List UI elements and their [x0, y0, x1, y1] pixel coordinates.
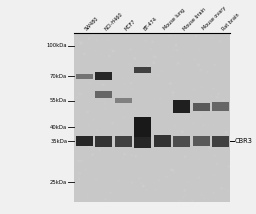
- Circle shape: [225, 131, 227, 133]
- Text: Rat brain: Rat brain: [221, 12, 240, 31]
- Circle shape: [195, 35, 197, 36]
- Circle shape: [112, 123, 113, 124]
- Bar: [115, 136, 132, 147]
- Circle shape: [153, 56, 155, 58]
- Text: Mouse lung: Mouse lung: [162, 8, 186, 31]
- Circle shape: [208, 147, 211, 149]
- Text: BT-474: BT-474: [143, 16, 158, 31]
- Circle shape: [88, 38, 90, 39]
- Circle shape: [212, 37, 213, 38]
- Text: 25kDa: 25kDa: [50, 180, 67, 184]
- Circle shape: [135, 156, 136, 157]
- Bar: [76, 74, 93, 79]
- Text: 35kDa: 35kDa: [50, 139, 67, 144]
- Circle shape: [92, 154, 94, 156]
- Circle shape: [181, 131, 184, 133]
- Circle shape: [184, 190, 186, 191]
- Circle shape: [197, 64, 200, 66]
- Text: CBR3: CBR3: [235, 138, 253, 144]
- Text: 100kDa: 100kDa: [47, 43, 67, 48]
- Text: MCF7: MCF7: [123, 18, 136, 31]
- Text: 55kDa: 55kDa: [50, 98, 67, 103]
- Circle shape: [130, 49, 131, 50]
- Text: 40kDa: 40kDa: [50, 125, 67, 129]
- Bar: [134, 135, 151, 148]
- Circle shape: [108, 55, 111, 57]
- Circle shape: [133, 57, 136, 59]
- Circle shape: [170, 169, 173, 171]
- Bar: [173, 136, 190, 147]
- Circle shape: [153, 62, 155, 64]
- Circle shape: [131, 182, 133, 183]
- Circle shape: [87, 111, 89, 113]
- Circle shape: [142, 185, 144, 187]
- Bar: [212, 102, 229, 111]
- Text: Mouse brain: Mouse brain: [182, 6, 207, 31]
- Circle shape: [174, 113, 176, 114]
- Circle shape: [78, 160, 79, 161]
- Bar: [76, 136, 93, 146]
- Text: Mouse ovary: Mouse ovary: [201, 6, 227, 31]
- Circle shape: [79, 178, 80, 179]
- Bar: [95, 72, 112, 80]
- Circle shape: [99, 79, 100, 80]
- Bar: [115, 98, 132, 103]
- Circle shape: [175, 44, 177, 45]
- Bar: [95, 91, 112, 98]
- Circle shape: [191, 200, 193, 201]
- Circle shape: [90, 48, 91, 49]
- Bar: [173, 100, 190, 113]
- Text: 70kDa: 70kDa: [50, 74, 67, 79]
- Circle shape: [172, 92, 174, 94]
- Bar: [74, 33, 230, 202]
- Circle shape: [228, 166, 230, 167]
- Bar: [154, 135, 171, 147]
- Circle shape: [213, 88, 214, 89]
- Bar: [95, 136, 112, 147]
- Circle shape: [112, 50, 114, 52]
- Circle shape: [220, 187, 223, 189]
- Circle shape: [78, 75, 79, 76]
- Bar: [134, 117, 151, 137]
- Bar: [212, 136, 229, 147]
- Circle shape: [124, 153, 125, 155]
- Text: NCI-H460: NCI-H460: [104, 11, 124, 31]
- Circle shape: [169, 82, 172, 84]
- Bar: [193, 136, 210, 146]
- Circle shape: [79, 172, 81, 174]
- Circle shape: [218, 141, 220, 143]
- Text: SW480: SW480: [84, 15, 100, 31]
- Circle shape: [217, 163, 218, 164]
- Bar: [134, 67, 151, 73]
- Bar: [193, 103, 210, 111]
